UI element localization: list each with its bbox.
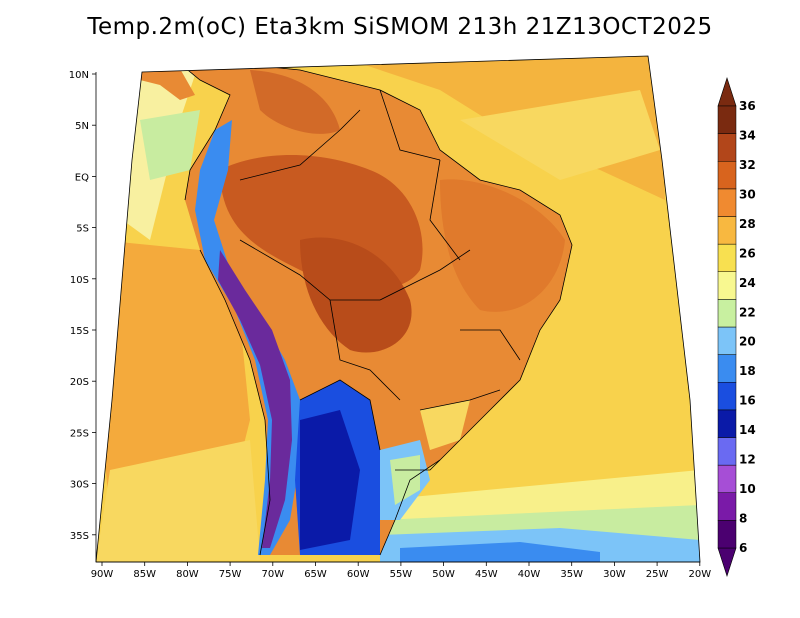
lon-tick-label: 85W — [133, 569, 156, 580]
venezuela-hot — [250, 70, 340, 134]
atlantic-mid-zone — [460, 90, 660, 180]
pacific-cool-band — [140, 110, 200, 180]
colorbar-segment — [717, 520, 737, 549]
colorbar-segment — [717, 161, 737, 190]
lon-tick-label: 90W — [91, 569, 114, 580]
colorbar-segment — [717, 437, 737, 466]
colorbar-label: 26 — [739, 246, 756, 260]
colorbar-segment — [717, 105, 737, 134]
argentina-cold — [300, 410, 360, 550]
colorbar-label: 32 — [739, 158, 756, 172]
lat-tick-label: 5S — [76, 224, 89, 235]
colorbar-label: 22 — [739, 305, 756, 319]
colorbar-label: 12 — [739, 453, 756, 467]
andes-coldest — [218, 250, 292, 548]
colorbar-segment — [717, 492, 737, 521]
lon-tick-label: 75W — [219, 569, 242, 580]
lon-tick-label: 25W — [646, 569, 669, 580]
lon-tick-label: 65W — [304, 569, 327, 580]
south-atlantic-colder — [400, 542, 600, 562]
lon-tick-label: 50W — [432, 569, 455, 580]
lat-axis: 10N 5N EQ 5S 10S 15S 20S 25S 30S 35S — [69, 70, 96, 542]
colorbar-label: 36 — [739, 99, 756, 113]
northeast-brazil — [440, 179, 565, 312]
colorbar-label: 14 — [739, 423, 756, 437]
colorbar-segment — [717, 271, 737, 300]
lon-tick-label: 45W — [475, 569, 498, 580]
colorbar-top-arrow — [717, 77, 737, 107]
colorbar-label: 20 — [739, 335, 756, 349]
colorbar-label: 10 — [739, 482, 756, 496]
pacific-south — [96, 440, 260, 562]
colorbar-label: 30 — [739, 187, 756, 201]
central-brazil-hot — [300, 237, 412, 353]
lon-tick-label: 20W — [688, 569, 711, 580]
lat-tick-label: 25S — [70, 428, 89, 439]
colorbar-bottom-arrow — [717, 547, 737, 577]
colorbar-segment — [717, 464, 737, 493]
colorbar-segment — [717, 243, 737, 272]
colorbar-label: 6 — [739, 541, 747, 555]
colorbar-label: 18 — [739, 364, 756, 378]
lon-tick-label: 40W — [518, 569, 541, 580]
colorbar-segment — [717, 188, 737, 217]
colorbar-label: 28 — [739, 217, 756, 231]
lon-tick-label: 55W — [390, 569, 413, 580]
lat-tick-label: 10N — [69, 70, 89, 81]
colorbar-label: 24 — [739, 276, 756, 290]
lon-tick-label: 80W — [176, 569, 199, 580]
lat-tick-label: 35S — [70, 531, 89, 542]
lon-tick-label: 70W — [261, 569, 284, 580]
colorbar-segment — [717, 354, 737, 383]
map-title: Temp.2m(oC) Eta3km SiSMOM 213h 21Z13OCT2… — [87, 14, 713, 40]
lat-tick-label: 5N — [75, 121, 89, 132]
colorbar-segment — [717, 409, 737, 438]
lon-tick-label: 30W — [603, 569, 626, 580]
colorbar-segment — [717, 326, 737, 355]
colorbar: 6 8 10 12 14 16 18 20 22 24 26 28 30 32 34 36 — [717, 77, 756, 577]
colorbar-label: 16 — [739, 394, 756, 408]
lat-tick-label: 20S — [70, 377, 89, 388]
lat-tick-label: 30S — [70, 480, 89, 491]
plot-area — [96, 56, 700, 562]
colorbar-segment — [717, 382, 737, 411]
south-brazil-mild — [420, 400, 470, 450]
colorbar-label: 8 — [739, 512, 747, 526]
colorbar-segment — [717, 216, 737, 245]
colorbar-segment — [717, 299, 737, 328]
colorbar-label: 34 — [739, 128, 756, 142]
colorbar-segment — [717, 133, 737, 162]
lat-tick-label: EQ — [75, 172, 89, 183]
lat-tick-label: 10S — [70, 275, 89, 286]
lon-tick-label: 35W — [560, 569, 583, 580]
lon-axis: 90W 85W 80W 75W 70W 65W 60W 55W 50W 45W 40W 35W 30W 2… — [91, 562, 711, 580]
rio-grande-mild — [390, 455, 420, 505]
lon-tick-label: 60W — [347, 569, 370, 580]
lat-tick-label: 15S — [70, 326, 89, 337]
